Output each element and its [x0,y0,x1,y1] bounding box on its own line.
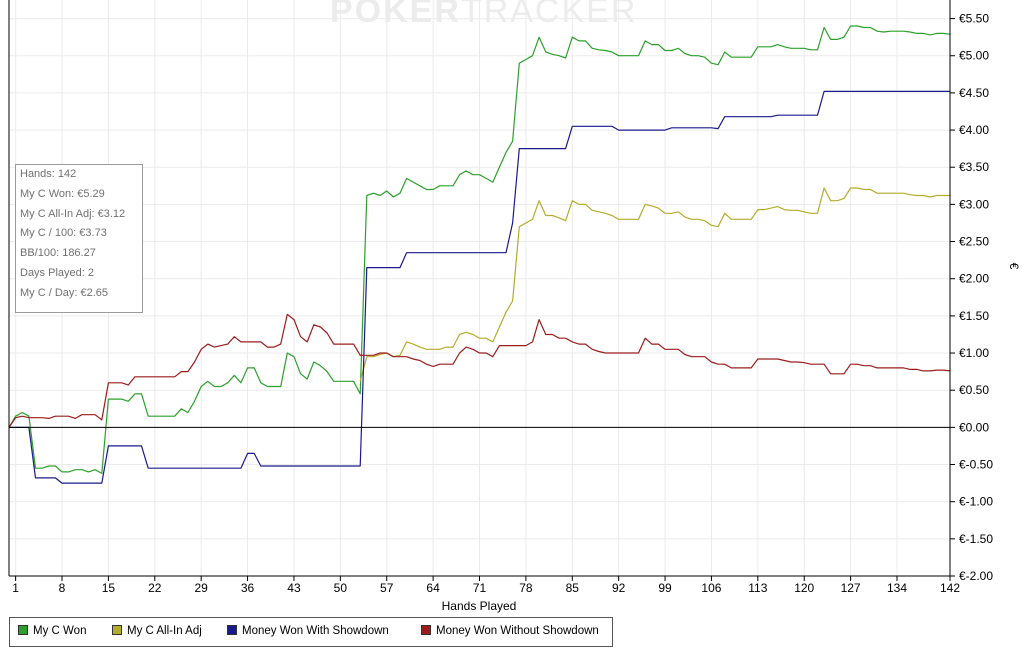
chart-legend: My C Won My C All-In Adj Money Won With … [9,617,613,647]
x-tick-label: 92 [612,581,626,595]
series-line-money-won-without-showdown [8,313,951,428]
y-tick-label: €4.00 [959,123,989,137]
x-tick-label: 43 [287,581,301,595]
x-tick-label: 36 [241,581,255,595]
stat-per-100: My C / 100: €3.73 [20,227,107,240]
x-tick-label: 22 [148,581,162,595]
series-line-my-c-all-in-adj [359,187,950,382]
x-tick-label: 29 [194,581,208,595]
legend-swatch [112,625,122,635]
stats-box: Hands: 142 My C Won: €5.29 My C All-In A… [15,164,143,313]
legend-item-without-showdown[interactable]: Money Won Without Showdown [421,625,599,637]
legend-swatch [18,625,28,635]
y-tick-label: €1.00 [959,346,989,360]
stat-allin-adj: My C All-In Adj: €3.12 [20,207,126,220]
legend-item-with-showdown[interactable]: Money Won With Showdown [227,625,389,637]
x-tick-label: 50 [334,581,348,595]
x-axis-label: Hands Played [442,599,517,613]
series-line-my-c-won [8,25,951,474]
x-tick-label: 106 [701,581,721,595]
x-tick-label: 85 [566,581,580,595]
grid-lines [9,0,951,577]
x-tick-label: 120 [794,581,814,595]
x-tick-label: 113 [748,581,767,595]
y-tick-label: €-0.50 [959,458,993,472]
stat-won: My C Won: €5.29 [20,187,105,200]
x-tick-label: 57 [380,581,394,595]
x-tick-label: 78 [519,581,533,595]
poker-tracker-watermark: POKERTRACKER [330,0,638,30]
x-tick-label: 71 [473,581,487,595]
y-tick-label: €5.00 [959,49,989,63]
series-lines [8,25,951,484]
y-tick-label: €1.50 [959,309,989,323]
stat-bb-100: BB/100: 186.27 [20,247,96,260]
x-tick-label: 1 [12,581,19,595]
x-tick-label: 134 [887,581,907,595]
y-tick-label: €0.00 [959,420,989,434]
legend-swatch [421,625,431,635]
y-tick-label: €5.50 [959,12,989,26]
y-tick-label: €0.50 [959,383,989,397]
y-tick-label: €3.50 [959,160,989,174]
x-tick-label: 127 [841,581,861,595]
stat-days-played: Days Played: 2 [20,266,94,279]
y-tick-label: €-2.00 [959,569,993,583]
x-tick-label: 99 [658,581,672,595]
y-tick-label: €-1.00 [959,495,993,509]
y-tick-label: €-1.50 [959,532,993,546]
legend-swatch [227,625,237,635]
y-tick-label: €2.00 [959,272,989,286]
series-line-money-won-with-showdown [9,90,950,484]
y-tick-label: €2.50 [959,235,989,249]
axes: €5.50 €5.00 €4.50 €4.00 €3.50 €3.00 €2.50 €2.00… [8,0,993,595]
x-tick-label: 15 [102,581,116,595]
legend-item-all-in-adj[interactable]: My C All-In Adj [112,625,202,637]
x-tick-label: 8 [59,581,66,595]
stat-hands: Hands: 142 [20,168,77,180]
x-tick-label: 64 [426,581,440,595]
stat-per-day: My C / Day: €2.65 [20,286,109,299]
y-axis-label: € [1007,263,1021,270]
y-tick-label: €4.50 [959,86,989,100]
y-tick-label: €3.00 [959,197,989,211]
x-tick-label: 142 [940,581,960,595]
legend-item-my-c-won[interactable]: My C Won [18,625,86,637]
